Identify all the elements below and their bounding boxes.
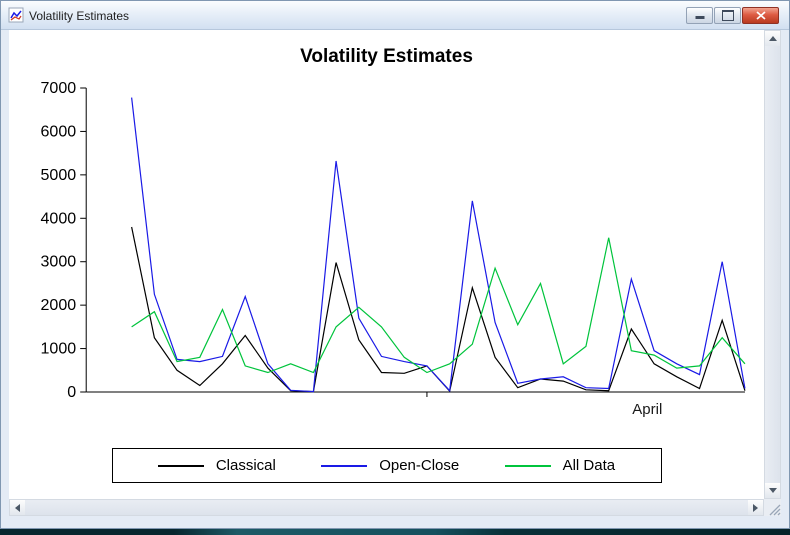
scroll-down-button[interactable] (765, 483, 780, 498)
desktop-taskbar-strip (0, 529, 790, 535)
svg-text:0: 0 (67, 383, 76, 401)
resize-grip-icon (769, 504, 781, 516)
scroll-up-button[interactable] (765, 31, 780, 46)
chart-legend: Classical Open-Close All Data (111, 448, 662, 483)
legend-entry: Classical (157, 457, 276, 474)
svg-text:2000: 2000 (40, 296, 76, 314)
horizontal-scrollbar[interactable] (9, 499, 764, 516)
arrow-down-icon (768, 488, 777, 493)
legend-entry: All Data (504, 457, 616, 474)
maximize-icon (721, 10, 734, 21)
legend-label: All Data (562, 457, 616, 474)
legend-line-swatch (321, 464, 368, 467)
minimize-button[interactable] (686, 7, 713, 24)
scroll-left-button[interactable] (10, 500, 25, 515)
close-icon (755, 11, 766, 20)
svg-text:7000: 7000 (40, 79, 76, 97)
plot-svg: 0 1000 2000 3000 4000 5000 6000 7000 April (40, 79, 746, 418)
legend-line-swatch (157, 464, 204, 467)
series-line-open-close (131, 97, 746, 393)
x-axis-ticks: April (426, 392, 662, 418)
svg-text:1000: 1000 (40, 340, 76, 358)
vertical-scroll-thumb[interactable] (765, 46, 780, 483)
chart-client-area: 0 1000 2000 3000 4000 5000 6000 7000 April Volat… (9, 30, 764, 499)
svg-text:4000: 4000 (40, 209, 76, 227)
svg-text:5000: 5000 (40, 166, 76, 184)
window-title: Volatility Estimates (29, 9, 130, 23)
svg-text:April: April (632, 401, 662, 418)
legend-entry: Open-Close (321, 457, 459, 474)
arrow-up-icon (768, 36, 777, 41)
close-button[interactable] (742, 7, 779, 24)
resize-grip[interactable] (764, 499, 781, 516)
svg-text:3000: 3000 (40, 253, 76, 271)
window-controls (685, 7, 779, 24)
minimize-icon (695, 16, 704, 19)
title-bar[interactable]: Volatility Estimates (1, 1, 789, 30)
scroll-right-button[interactable] (748, 500, 763, 515)
horizontal-scroll-thumb[interactable] (25, 500, 748, 515)
arrow-right-icon (753, 503, 758, 512)
maximize-button[interactable] (714, 7, 741, 24)
arrow-left-icon (15, 503, 20, 512)
series-line-classical (131, 226, 746, 393)
legend-line-swatch (504, 464, 551, 467)
chart-title: Volatility Estimates (300, 46, 473, 67)
svg-text:6000: 6000 (40, 122, 76, 140)
series-line-all-data (131, 237, 746, 374)
vertical-scrollbar[interactable] (764, 30, 781, 499)
legend-label: Open-Close (379, 457, 460, 474)
legend-label: Classical (215, 457, 276, 474)
app-icon (8, 7, 24, 23)
y-axis-ticks: 0 1000 2000 3000 4000 5000 6000 7000 (40, 79, 87, 401)
